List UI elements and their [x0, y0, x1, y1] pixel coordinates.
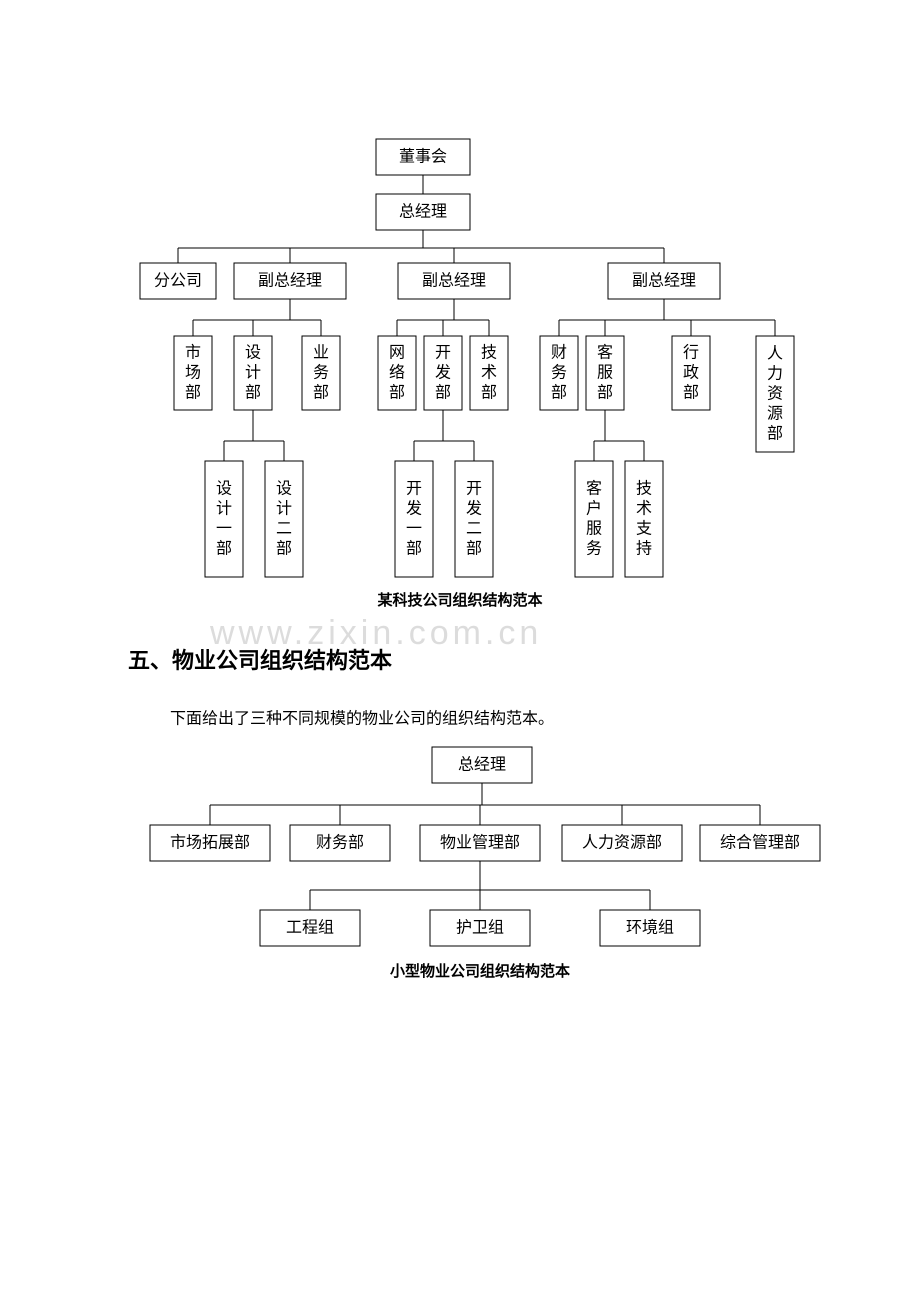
c1-csvc-label: 客 — [586, 480, 602, 498]
c1-tech-label: 术 — [481, 364, 497, 382]
c1-csvc-label: 户 — [586, 500, 602, 518]
c1-dev2-label: 发 — [466, 500, 482, 518]
c1-dev1-label: 一 — [406, 521, 422, 538]
c1-des1-label: 计 — [216, 500, 232, 518]
c1-dev1-label: 发 — [406, 500, 422, 518]
c1-des2-label: 设 — [276, 480, 292, 498]
c1-mkt-label: 部 — [185, 384, 201, 402]
c1-fin-label: 财 — [551, 344, 567, 362]
c1-cs-label: 部 — [597, 384, 613, 402]
c2-pm-label: 物业管理部 — [440, 834, 520, 852]
c1-tech-label: 技 — [481, 344, 497, 362]
c1-biz-label: 部 — [313, 384, 329, 402]
c1-admin-label: 部 — [683, 384, 699, 402]
c1-net-label: 网 — [389, 345, 405, 362]
c1-dgm3-label: 副总经理 — [632, 272, 696, 290]
c1-fin-label: 部 — [551, 384, 567, 402]
c1-hr-label: 部 — [767, 425, 783, 443]
c1-tech-label: 部 — [481, 384, 497, 402]
c1-design-label: 计 — [245, 364, 261, 382]
c1-des1-label: 设 — [216, 480, 232, 498]
watermark: www.zixin.com.cn — [209, 614, 542, 652]
c1-dev-label: 发 — [435, 364, 451, 382]
c1-des2-label: 部 — [276, 540, 292, 558]
c1-tsup-label: 术 — [636, 500, 652, 518]
c1-hr-label: 源 — [767, 405, 783, 423]
c1-des1-label: 部 — [216, 540, 232, 558]
chart1-caption: 某科技公司组织结构范本 — [377, 591, 542, 609]
body-paragraph: 下面给出了三种不同规模的物业公司的组织结构范本。 — [170, 710, 554, 728]
c1-dev2-label: 二 — [466, 521, 482, 538]
c1-tsup-label: 技 — [636, 480, 652, 498]
c1-dev2-box — [455, 461, 493, 577]
c1-cs-label: 客 — [597, 344, 613, 362]
c1-tsup-box — [625, 461, 663, 577]
c2-hr-label: 人力资源部 — [582, 834, 662, 852]
c1-admin-label: 行 — [683, 344, 699, 362]
c1-dgm2-label: 副总经理 — [422, 272, 486, 290]
c1-dev2-label: 部 — [466, 540, 482, 558]
c1-biz-label: 业 — [313, 344, 329, 362]
c1-csvc-label: 务 — [586, 540, 602, 558]
c1-des1-box — [205, 461, 243, 577]
c1-tsup-label: 支 — [636, 520, 652, 538]
c1-biz-label: 务 — [313, 364, 329, 382]
c1-csvc-label: 服 — [586, 520, 602, 538]
c1-hr-label: 力 — [767, 365, 783, 383]
chart2-caption: 小型物业公司组织结构范本 — [390, 962, 570, 980]
c2-fin-label: 财务部 — [316, 834, 364, 852]
c2-env-label: 环境组 — [626, 918, 674, 937]
c1-des1-label: 一 — [216, 521, 232, 538]
c1-dgm1-label: 副总经理 — [258, 272, 322, 290]
c2-sec-label: 护卫组 — [456, 919, 504, 937]
c1-dev-label: 开 — [435, 345, 451, 362]
c1-net-label: 络 — [389, 363, 405, 382]
c1-mkt-label: 市 — [185, 344, 201, 362]
c2-eng-label: 工程组 — [286, 919, 334, 937]
page-canvas: 董事会总经理分公司副总经理副总经理副总经理市场部设计部业务部网络部开发部技术部财… — [0, 0, 920, 1302]
c1-hr-label: 人 — [767, 345, 783, 363]
c1-branch-label: 分公司 — [154, 272, 202, 290]
c1-hr-label: 资 — [767, 385, 783, 403]
c1-board-label: 董事会 — [399, 148, 447, 166]
c1-des2-label: 二 — [276, 521, 292, 538]
c2-gm-label: 总经理 — [458, 756, 506, 774]
c1-design-label: 部 — [245, 384, 261, 402]
c1-dev1-label: 部 — [406, 540, 422, 558]
c1-dev1-box — [395, 461, 433, 577]
c1-gm-label: 总经理 — [399, 203, 447, 221]
c1-dev2-label: 开 — [466, 481, 482, 498]
c2-ga-label: 综合管理部 — [720, 834, 800, 852]
c1-csvc-box — [575, 461, 613, 577]
c1-admin-label: 政 — [683, 364, 699, 382]
c1-des2-box — [265, 461, 303, 577]
c1-dev1-label: 开 — [406, 481, 422, 498]
c1-mkt-label: 场 — [185, 364, 201, 382]
section-heading: 五、物业公司组织结构范本 — [128, 648, 392, 673]
c1-tsup-label: 持 — [636, 540, 652, 558]
c1-cs-label: 服 — [597, 364, 613, 382]
c1-des2-label: 计 — [276, 500, 292, 518]
c1-dev-label: 部 — [435, 384, 451, 402]
c2-mkt-label: 市场拓展部 — [170, 834, 250, 852]
c1-fin-label: 务 — [551, 364, 567, 382]
c1-design-label: 设 — [245, 344, 261, 362]
c1-net-label: 部 — [389, 384, 405, 402]
